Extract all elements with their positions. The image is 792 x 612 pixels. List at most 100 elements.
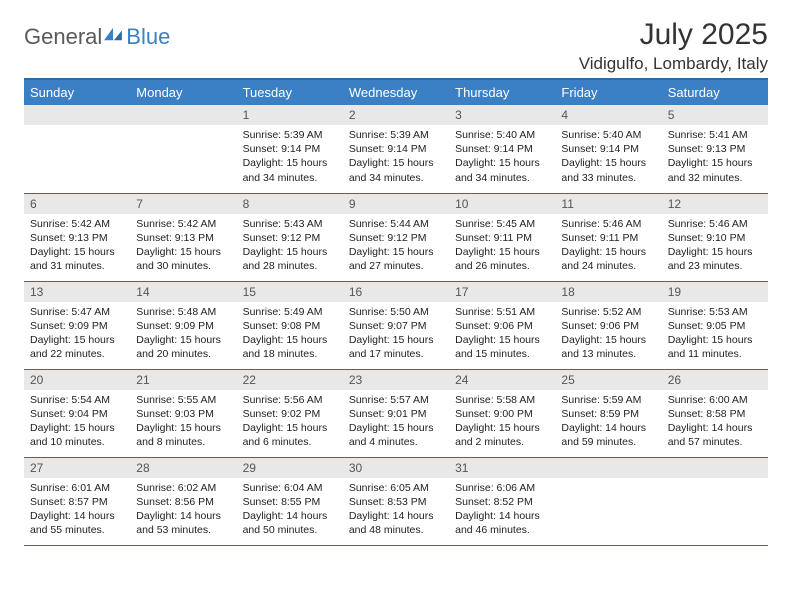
day-number: 23 <box>343 370 449 390</box>
page-title: July 2025 <box>579 18 768 52</box>
calendar-day-cell: 24Sunrise: 5:58 AMSunset: 9:00 PMDayligh… <box>449 369 555 457</box>
day-details: Sunrise: 6:02 AMSunset: 8:56 PMDaylight:… <box>130 478 236 542</box>
day-details: Sunrise: 6:05 AMSunset: 8:53 PMDaylight:… <box>343 478 449 542</box>
sunrise-line: Sunrise: 5:55 AM <box>136 393 230 407</box>
day-details: Sunrise: 5:42 AMSunset: 9:13 PMDaylight:… <box>24 214 130 278</box>
calendar-day-cell: 26Sunrise: 6:00 AMSunset: 8:58 PMDayligh… <box>662 369 768 457</box>
weekday-header-row: SundayMondayTuesdayWednesdayThursdayFrid… <box>24 80 768 105</box>
day-number: 1 <box>237 105 343 125</box>
day-number: 3 <box>449 105 555 125</box>
day-number: 26 <box>662 370 768 390</box>
calendar-day-cell: 14Sunrise: 5:48 AMSunset: 9:09 PMDayligh… <box>130 281 236 369</box>
day-number: 17 <box>449 282 555 302</box>
sunrise-line: Sunrise: 5:56 AM <box>243 393 337 407</box>
day-details: Sunrise: 5:59 AMSunset: 8:59 PMDaylight:… <box>555 390 661 454</box>
day-details: Sunrise: 6:06 AMSunset: 8:52 PMDaylight:… <box>449 478 555 542</box>
sunset-line: Sunset: 9:11 PM <box>455 231 549 245</box>
weekday-header: Sunday <box>24 80 130 105</box>
calendar-day-cell: 3Sunrise: 5:40 AMSunset: 9:14 PMDaylight… <box>449 105 555 193</box>
day-number: 14 <box>130 282 236 302</box>
sunrise-line: Sunrise: 5:52 AM <box>561 305 655 319</box>
day-number: 2 <box>343 105 449 125</box>
sunset-line: Sunset: 9:13 PM <box>668 142 762 156</box>
day-number: 21 <box>130 370 236 390</box>
logo-text-general: General <box>24 24 102 50</box>
weekday-header: Wednesday <box>343 80 449 105</box>
daylight-line: Daylight: 15 hours and 23 minutes. <box>668 245 762 273</box>
sunset-line: Sunset: 9:14 PM <box>243 142 337 156</box>
daylight-line: Daylight: 15 hours and 24 minutes. <box>561 245 655 273</box>
day-details: Sunrise: 5:41 AMSunset: 9:13 PMDaylight:… <box>662 125 768 189</box>
sunrise-line: Sunrise: 5:40 AM <box>561 128 655 142</box>
calendar-week-row: 6Sunrise: 5:42 AMSunset: 9:13 PMDaylight… <box>24 193 768 281</box>
day-number: 8 <box>237 194 343 214</box>
daylight-line: Daylight: 14 hours and 57 minutes. <box>668 421 762 449</box>
day-details: Sunrise: 5:46 AMSunset: 9:10 PMDaylight:… <box>662 214 768 278</box>
day-number: 20 <box>24 370 130 390</box>
day-number: 19 <box>662 282 768 302</box>
day-number: 25 <box>555 370 661 390</box>
day-details: Sunrise: 5:44 AMSunset: 9:12 PMDaylight:… <box>343 214 449 278</box>
sunrise-line: Sunrise: 5:42 AM <box>30 217 124 231</box>
daylight-line: Daylight: 15 hours and 34 minutes. <box>349 156 443 184</box>
daylight-line: Daylight: 15 hours and 34 minutes. <box>243 156 337 184</box>
day-number: 27 <box>24 458 130 478</box>
day-details: Sunrise: 5:48 AMSunset: 9:09 PMDaylight:… <box>130 302 236 366</box>
calendar-day-cell: 8Sunrise: 5:43 AMSunset: 9:12 PMDaylight… <box>237 193 343 281</box>
day-number: 31 <box>449 458 555 478</box>
sunrise-line: Sunrise: 6:02 AM <box>136 481 230 495</box>
sunrise-line: Sunrise: 5:43 AM <box>243 217 337 231</box>
calendar-day-cell: 19Sunrise: 5:53 AMSunset: 9:05 PMDayligh… <box>662 281 768 369</box>
day-details: Sunrise: 5:49 AMSunset: 9:08 PMDaylight:… <box>237 302 343 366</box>
day-number: 12 <box>662 194 768 214</box>
sunrise-line: Sunrise: 5:50 AM <box>349 305 443 319</box>
day-details: Sunrise: 5:39 AMSunset: 9:14 PMDaylight:… <box>343 125 449 189</box>
weekday-header: Thursday <box>449 80 555 105</box>
sunrise-line: Sunrise: 5:39 AM <box>349 128 443 142</box>
day-number: 13 <box>24 282 130 302</box>
calendar-day-cell: 28Sunrise: 6:02 AMSunset: 8:56 PMDayligh… <box>130 457 236 545</box>
sunset-line: Sunset: 9:12 PM <box>349 231 443 245</box>
sunrise-line: Sunrise: 5:42 AM <box>136 217 230 231</box>
sunset-line: Sunset: 8:59 PM <box>561 407 655 421</box>
calendar-empty-cell <box>662 457 768 545</box>
calendar-day-cell: 30Sunrise: 6:05 AMSunset: 8:53 PMDayligh… <box>343 457 449 545</box>
sunrise-line: Sunrise: 6:00 AM <box>668 393 762 407</box>
sunrise-line: Sunrise: 5:47 AM <box>30 305 124 319</box>
day-number: 5 <box>662 105 768 125</box>
calendar-day-cell: 21Sunrise: 5:55 AMSunset: 9:03 PMDayligh… <box>130 369 236 457</box>
sunrise-line: Sunrise: 5:46 AM <box>668 217 762 231</box>
day-number: 6 <box>24 194 130 214</box>
day-number: 15 <box>237 282 343 302</box>
sunrise-line: Sunrise: 5:40 AM <box>455 128 549 142</box>
daylight-line: Daylight: 14 hours and 53 minutes. <box>136 509 230 537</box>
daylight-line: Daylight: 15 hours and 34 minutes. <box>455 156 549 184</box>
day-number-empty <box>662 458 768 478</box>
calendar-day-cell: 25Sunrise: 5:59 AMSunset: 8:59 PMDayligh… <box>555 369 661 457</box>
sunrise-line: Sunrise: 6:01 AM <box>30 481 124 495</box>
sunset-line: Sunset: 9:03 PM <box>136 407 230 421</box>
location-subtitle: Vidigulfo, Lombardy, Italy <box>579 54 768 74</box>
weekday-header: Saturday <box>662 80 768 105</box>
sunset-line: Sunset: 9:07 PM <box>349 319 443 333</box>
daylight-line: Daylight: 15 hours and 11 minutes. <box>668 333 762 361</box>
daylight-line: Daylight: 15 hours and 31 minutes. <box>30 245 124 273</box>
calendar-day-cell: 20Sunrise: 5:54 AMSunset: 9:04 PMDayligh… <box>24 369 130 457</box>
weekday-header: Tuesday <box>237 80 343 105</box>
day-number-empty <box>555 458 661 478</box>
day-number: 4 <box>555 105 661 125</box>
calendar-day-cell: 5Sunrise: 5:41 AMSunset: 9:13 PMDaylight… <box>662 105 768 193</box>
calendar-day-cell: 31Sunrise: 6:06 AMSunset: 8:52 PMDayligh… <box>449 457 555 545</box>
sunset-line: Sunset: 9:06 PM <box>455 319 549 333</box>
day-details: Sunrise: 5:43 AMSunset: 9:12 PMDaylight:… <box>237 214 343 278</box>
daylight-line: Daylight: 14 hours and 55 minutes. <box>30 509 124 537</box>
daylight-line: Daylight: 15 hours and 20 minutes. <box>136 333 230 361</box>
day-details: Sunrise: 5:46 AMSunset: 9:11 PMDaylight:… <box>555 214 661 278</box>
sunrise-line: Sunrise: 6:04 AM <box>243 481 337 495</box>
sunrise-line: Sunrise: 5:53 AM <box>668 305 762 319</box>
daylight-line: Daylight: 15 hours and 28 minutes. <box>243 245 337 273</box>
sunset-line: Sunset: 9:08 PM <box>243 319 337 333</box>
calendar-day-cell: 15Sunrise: 5:49 AMSunset: 9:08 PMDayligh… <box>237 281 343 369</box>
day-number: 28 <box>130 458 236 478</box>
calendar-day-cell: 11Sunrise: 5:46 AMSunset: 9:11 PMDayligh… <box>555 193 661 281</box>
